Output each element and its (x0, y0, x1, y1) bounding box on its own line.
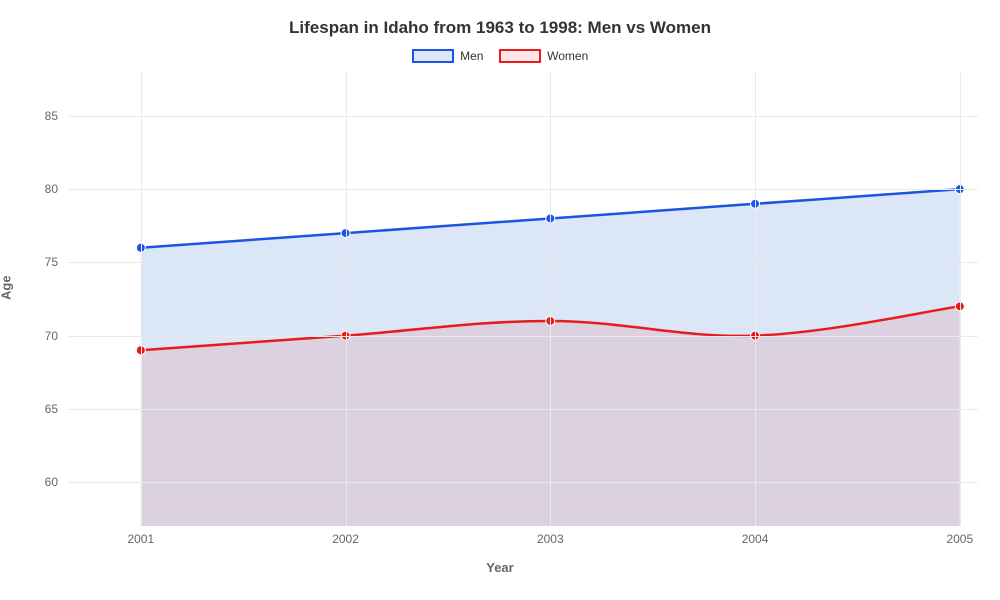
y-tick-label: 60 (18, 475, 58, 489)
gridline-horizontal (68, 262, 978, 263)
gridline-vertical (141, 72, 142, 526)
y-tick-label: 80 (18, 182, 58, 196)
gridline-horizontal (68, 336, 978, 337)
legend-item-women: Women (499, 48, 588, 63)
chart-container: Lifespan in Idaho from 1963 to 1998: Men… (0, 0, 1000, 600)
legend: Men Women (0, 48, 1000, 63)
gridline-vertical (346, 72, 347, 526)
x-tick-label: 2001 (127, 532, 154, 546)
legend-swatch-men (412, 49, 454, 63)
gridline-horizontal (68, 409, 978, 410)
gridline-horizontal (68, 116, 978, 117)
x-tick-label: 2003 (537, 532, 564, 546)
y-tick-label: 75 (18, 255, 58, 269)
gridline-horizontal (68, 482, 978, 483)
y-tick-label: 70 (18, 329, 58, 343)
y-axis-label: Age (0, 275, 14, 300)
legend-label-women: Women (547, 49, 588, 63)
legend-item-men: Men (412, 48, 484, 63)
legend-label-men: Men (460, 49, 483, 63)
chart-svg (68, 72, 978, 526)
chart-title: Lifespan in Idaho from 1963 to 1998: Men… (0, 18, 1000, 38)
gridline-vertical (755, 72, 756, 526)
y-tick-label: 65 (18, 402, 58, 416)
x-tick-label: 2005 (946, 532, 973, 546)
gridline-vertical (550, 72, 551, 526)
x-axis-label: Year (0, 560, 1000, 575)
y-tick-label: 85 (18, 109, 58, 123)
gridline-horizontal (68, 189, 978, 190)
plot-area (68, 72, 978, 526)
legend-swatch-women (499, 49, 541, 63)
x-tick-label: 2002 (332, 532, 359, 546)
x-tick-label: 2004 (742, 532, 769, 546)
gridline-vertical (960, 72, 961, 526)
